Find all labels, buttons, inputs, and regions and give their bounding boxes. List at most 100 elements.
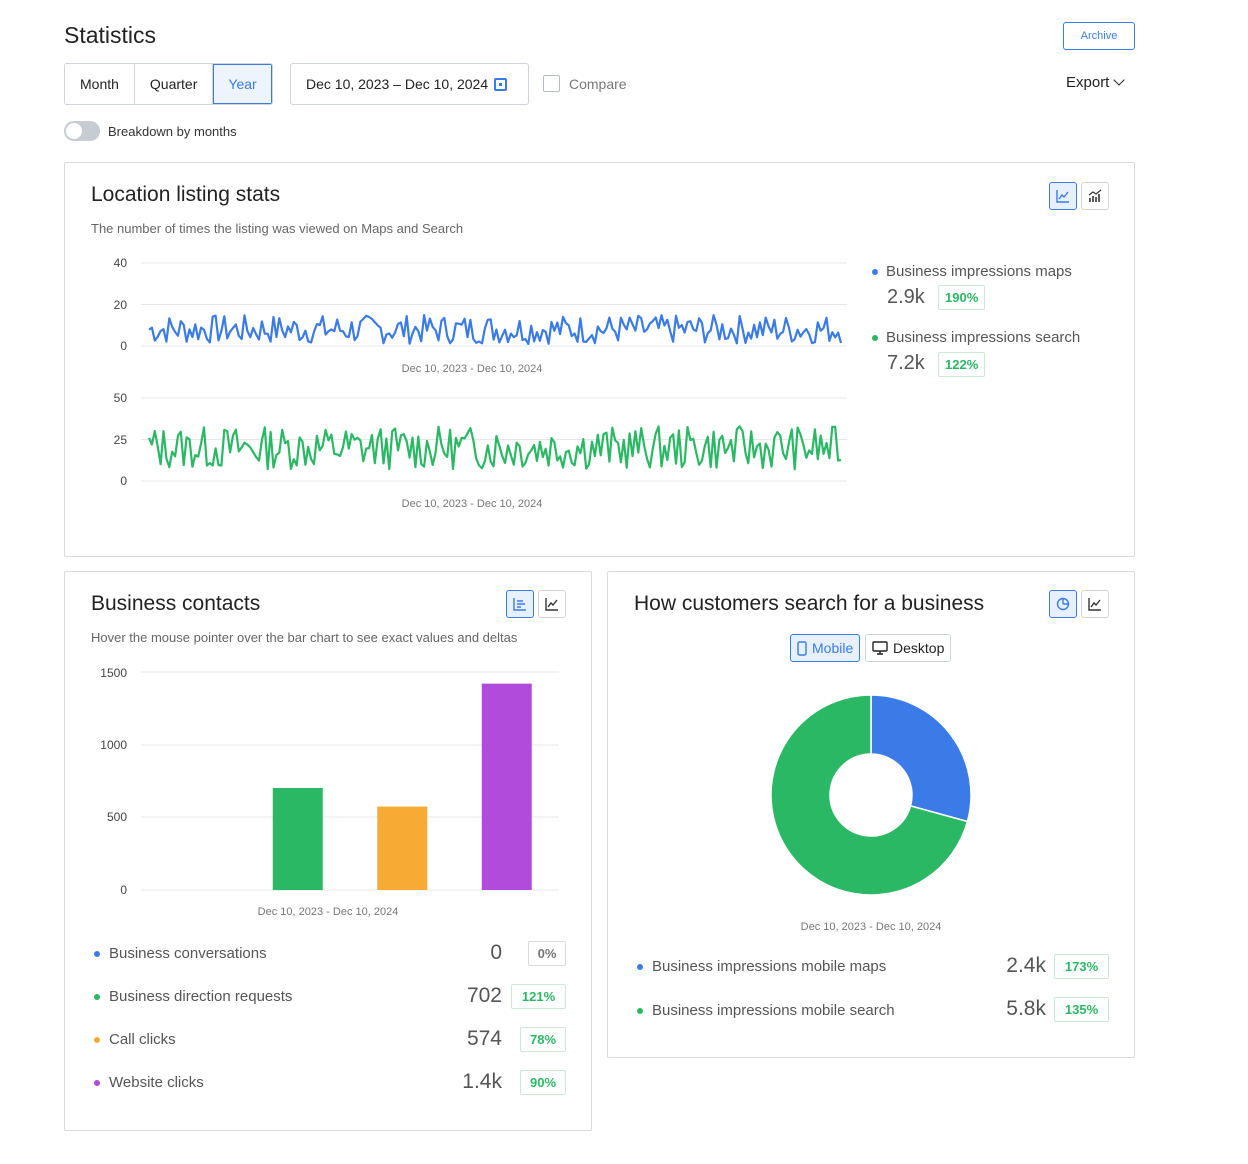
location-stats-card: Location listing stats The number of tim… <box>64 162 1135 557</box>
date-range-value: Dec 10, 2023 – Dec 10, 2024 <box>306 76 489 92</box>
delta-badge: 121% <box>511 984 566 1009</box>
business-contacts-bar-chart: 1500 1000 500 0 Dec 10, 2023 - Dec 10, 2… <box>100 666 559 918</box>
x-caption: Dec 10, 2023 - Dec 10, 2024 <box>258 906 399 918</box>
search-impressions-chart: 50 25 0 Dec 10, 2023 - Dec 10, 2024 <box>114 391 847 510</box>
device-tab-label: Mobile <box>812 640 854 656</box>
delta-badge: 78% <box>520 1027 566 1052</box>
breakdown-label: Breakdown by months <box>108 123 237 139</box>
delta-badge: 0% <box>528 941 566 966</box>
legend-value: 7.2k <box>887 352 925 374</box>
legend-item-maps: Business impressions maps <box>872 263 1072 280</box>
legend-item-search: Business impressions search <box>872 329 1080 346</box>
line-chart-view-button[interactable] <box>538 590 566 618</box>
bar-business-direction-requests[interactable] <box>272 787 323 890</box>
contact-row-label: Business conversations <box>94 945 267 962</box>
x-caption: Dec 10, 2023 - Dec 10, 2024 <box>402 498 543 510</box>
line-chart-view-button[interactable] <box>1049 182 1077 210</box>
customer-search-card: How customers search for a business Mobi… <box>607 571 1135 1058</box>
row-label-text: Business impressions mobile search <box>652 1002 895 1019</box>
card-title: Location listing stats <box>91 183 281 206</box>
row-label-text: Business conversations <box>109 945 267 962</box>
y-tick-label: 25 <box>114 433 128 447</box>
search-row-label: Business impressions mobile maps <box>637 958 886 975</box>
y-tick-label: 20 <box>114 298 128 312</box>
line-chart-icon <box>545 598 558 611</box>
contact-row-label: Call clicks <box>94 1031 176 1048</box>
bar-chart-view-button[interactable] <box>506 590 534 618</box>
device-tab-mobile[interactable]: Mobile <box>790 634 861 662</box>
search-row-value: 5.8k <box>1006 997 1046 1020</box>
export-menu[interactable]: Export <box>1066 74 1126 91</box>
legend-value: 2.9k <box>887 286 925 308</box>
line-chart-icon <box>1088 598 1101 611</box>
card-title: How customers search for a business <box>634 592 985 615</box>
device-tab-desktop[interactable]: Desktop <box>865 634 952 662</box>
y-tick-label: 0 <box>120 474 127 488</box>
bar-chart-icon <box>513 598 526 611</box>
pie-chart-icon <box>1056 597 1070 611</box>
date-range-picker[interactable]: Dec 10, 2023 – Dec 10, 2024 <box>290 63 529 105</box>
period-selector: Month Quarter Year <box>64 63 273 105</box>
legend-dot <box>94 1036 100 1043</box>
maps-impressions-chart: 40 20 0 Dec 10, 2023 - Dec 10, 2024 <box>114 256 847 375</box>
period-year-button[interactable]: Year <box>213 64 272 104</box>
card-subtitle: The number of times the listing was view… <box>91 221 464 236</box>
compare-checkbox[interactable] <box>543 75 560 92</box>
contact-row-label: Business direction requests <box>94 988 292 1005</box>
search-row-value: 2.4k <box>1006 954 1046 977</box>
breakdown-row: Breakdown by months <box>64 121 237 141</box>
device-tab-label: Desktop <box>893 640 945 656</box>
donut-slices[interactable] <box>770 694 972 896</box>
bar-website-clicks[interactable] <box>481 683 532 890</box>
row-label-text: Business impressions mobile maps <box>652 958 887 975</box>
row-label-text: Business direction requests <box>109 988 293 1005</box>
card-subtitle: Hover the mouse pointer over the bar cha… <box>91 630 518 645</box>
x-caption: Dec 10, 2023 - Dec 10, 2024 <box>801 921 942 932</box>
export-label: Export <box>1066 74 1110 91</box>
y-tick-label: 0 <box>120 883 127 897</box>
line-chart-view-button[interactable] <box>1081 590 1109 618</box>
contact-row-value: 1.4k <box>462 1070 502 1093</box>
legend-dot <box>94 1079 100 1086</box>
search-row-label: Business impressions mobile search <box>637 1002 895 1019</box>
contact-row-value: 574 <box>466 1027 502 1050</box>
legend-dot <box>872 334 878 341</box>
y-tick-label: 1000 <box>100 738 127 752</box>
combo-chart-view-button[interactable] <box>1081 182 1109 210</box>
chart-grid <box>141 397 847 482</box>
period-month-button[interactable]: Month <box>65 64 135 104</box>
delta-badge: 190% <box>938 285 986 310</box>
row-label-text: Website clicks <box>109 1074 204 1091</box>
desktop-icon <box>872 641 888 655</box>
legend-dot <box>637 963 643 970</box>
contact-row-value: 0 <box>490 941 502 964</box>
x-caption: Dec 10, 2023 - Dec 10, 2024 <box>402 363 543 375</box>
y-tick-label: 1500 <box>100 666 127 680</box>
y-tick-label: 50 <box>114 391 128 405</box>
delta-badge: 173% <box>1054 954 1109 979</box>
card-title: Business contacts <box>91 592 261 615</box>
y-tick-label: 0 <box>120 339 127 353</box>
compare-label: Compare <box>569 75 627 92</box>
bar-group[interactable] <box>272 683 532 890</box>
business-contacts-card: Business contacts Hover the mouse pointe… <box>64 571 592 1131</box>
pie-chart-view-button[interactable] <box>1049 590 1077 618</box>
chevron-down-icon <box>1113 74 1126 86</box>
bar-call-clicks[interactable] <box>377 806 428 890</box>
donut-slice-mobile-search[interactable] <box>770 694 969 896</box>
delta-badge: 122% <box>938 352 986 377</box>
legend-label: Business impressions maps <box>886 263 1072 280</box>
page-title: Statistics <box>64 22 157 48</box>
compare-toggle[interactable]: Compare <box>543 75 627 92</box>
donut-slice-mobile-maps[interactable] <box>870 694 972 823</box>
breakdown-toggle[interactable] <box>64 121 100 141</box>
row-label-text: Call clicks <box>109 1031 176 1048</box>
period-quarter-button[interactable]: Quarter <box>134 64 214 104</box>
combo-chart-icon <box>1088 189 1102 202</box>
legend-label: Business impressions search <box>886 329 1081 346</box>
archive-button[interactable]: Archive <box>1063 22 1135 50</box>
delta-badge: 90% <box>520 1070 566 1095</box>
search-method-donut-chart: Dec 10, 2023 - Dec 10, 2024 <box>770 694 972 932</box>
series-line-maps <box>148 314 843 345</box>
legend-dot <box>94 993 100 1000</box>
